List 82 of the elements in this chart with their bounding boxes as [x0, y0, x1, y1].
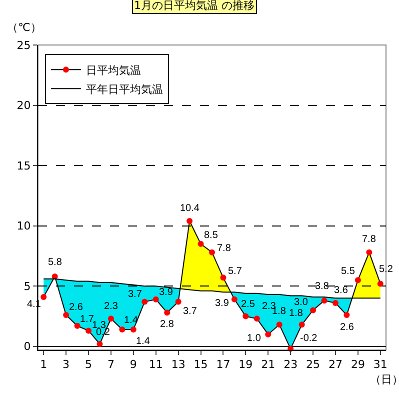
x-tick-label: 7 [107, 358, 114, 372]
data-label: 1.8 [272, 306, 286, 317]
point [40, 294, 47, 300]
data-label: 3.6 [334, 285, 348, 296]
point [74, 322, 80, 329]
data-label: -0.2 [300, 333, 318, 344]
point [377, 280, 384, 287]
x-tick-label: 19 [238, 358, 253, 372]
point [86, 328, 92, 334]
x-tick-label: 11 [148, 358, 163, 372]
point [175, 298, 182, 305]
data-label: 2.3 [104, 301, 118, 312]
data-label: 1.8 [289, 308, 304, 319]
x-tick-label: 25 [306, 358, 320, 372]
data-label: 3.0 [294, 297, 308, 308]
x-tick-label: 9 [130, 358, 137, 372]
y-tick-label: 20 [16, 99, 31, 112]
x-tick-label: 3 [62, 358, 70, 372]
point [63, 312, 70, 318]
point [242, 313, 249, 320]
data-label: 5.7 [228, 266, 242, 277]
y-tick-label: 0 [24, 340, 31, 354]
point [220, 274, 226, 281]
point [130, 326, 136, 333]
point [265, 331, 272, 338]
y-tick-label: 15 [16, 159, 31, 172]
point [198, 240, 204, 247]
y-tick-label: 25 [16, 38, 31, 52]
x-tick-label: 13 [171, 358, 186, 372]
data-label: 1.4 [136, 336, 150, 347]
x-tick-label: 27 [328, 358, 342, 372]
x-tick-label: 31 [373, 358, 388, 372]
data-label: 10.4 [180, 203, 200, 214]
point [276, 322, 282, 328]
point [119, 326, 126, 333]
y-tick-label: 5 [24, 280, 31, 293]
point [186, 218, 193, 224]
x-tick-label: 29 [350, 358, 365, 372]
legend-label: 日平均気温 [86, 64, 141, 77]
x-axis-title: （日） [370, 373, 399, 386]
data-label: 8.5 [204, 230, 218, 241]
point [231, 296, 238, 302]
data-label: 3.8 [315, 281, 330, 292]
point [310, 307, 316, 314]
point [209, 249, 215, 256]
x-tick-label: 15 [194, 358, 208, 372]
data-label: 3.9 [215, 298, 230, 309]
data-label: 2.6 [340, 322, 354, 333]
point [152, 296, 159, 302]
data-label: 7.8 [362, 234, 376, 245]
chart-title: 1月の日平均気温 の推移 [134, 0, 254, 12]
point [142, 298, 148, 305]
point [164, 310, 170, 316]
point [321, 298, 328, 304]
x-tick-label: 1 [40, 358, 48, 372]
data-label: 7.8 [217, 243, 232, 254]
data-label: 2.8 [160, 319, 174, 330]
point [298, 322, 305, 328]
data-label: 5.2 [379, 264, 394, 275]
x-tick-label: 21 [261, 358, 276, 372]
point [354, 277, 361, 284]
x-tick-label: 23 [284, 358, 298, 372]
point [366, 249, 372, 256]
data-label: 3.9 [159, 287, 174, 298]
point [344, 312, 350, 318]
x-tick-label: 17 [216, 358, 230, 372]
y-axis-title: （℃） [7, 21, 42, 34]
point [96, 340, 103, 347]
x-tick-label: 5 [85, 358, 92, 372]
y-tick-label: 10 [16, 220, 31, 233]
data-label: 2.5 [241, 299, 256, 310]
legend-label: 平年日平均気温 [86, 82, 163, 96]
data-label: 3.7 [183, 306, 198, 317]
point [108, 316, 114, 322]
data-label: 1.7 [80, 314, 94, 325]
data-label: 2.6 [69, 302, 84, 313]
data-label: 1.0 [247, 333, 262, 344]
data-label: 3.7 [128, 289, 142, 300]
point [254, 316, 260, 322]
data-label: 5.8 [48, 257, 62, 268]
data-label: 5.5 [341, 266, 356, 277]
point [332, 300, 338, 306]
